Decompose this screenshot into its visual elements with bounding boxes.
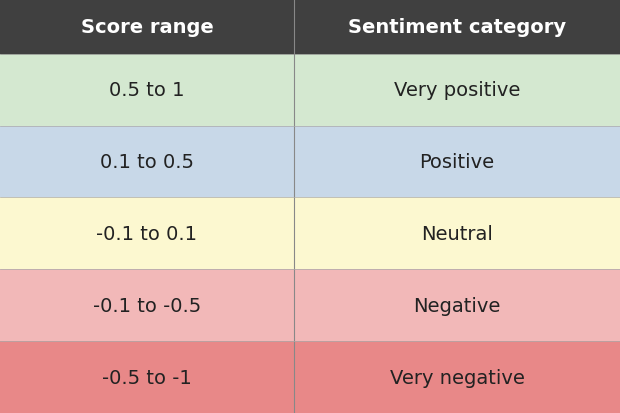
Text: Score range: Score range: [81, 18, 213, 37]
Text: 0.5 to 1: 0.5 to 1: [109, 81, 185, 100]
Text: Sentiment category: Sentiment category: [348, 18, 566, 37]
Text: -0.5 to -1: -0.5 to -1: [102, 368, 192, 387]
Text: -0.1 to -0.5: -0.1 to -0.5: [93, 296, 201, 315]
Bar: [0, 341, 620, 413]
Bar: [0, 198, 620, 270]
Bar: [0, 0, 620, 55]
Text: Positive: Positive: [419, 152, 495, 171]
Text: Negative: Negative: [414, 296, 500, 315]
Text: 0.1 to 0.5: 0.1 to 0.5: [100, 152, 194, 171]
Text: -0.1 to 0.1: -0.1 to 0.1: [97, 224, 197, 243]
Text: Neutral: Neutral: [421, 224, 493, 243]
Bar: [0, 126, 620, 198]
Text: Very negative: Very negative: [389, 368, 525, 387]
Text: Very positive: Very positive: [394, 81, 520, 100]
Bar: [0, 270, 620, 341]
Bar: [0, 55, 620, 126]
